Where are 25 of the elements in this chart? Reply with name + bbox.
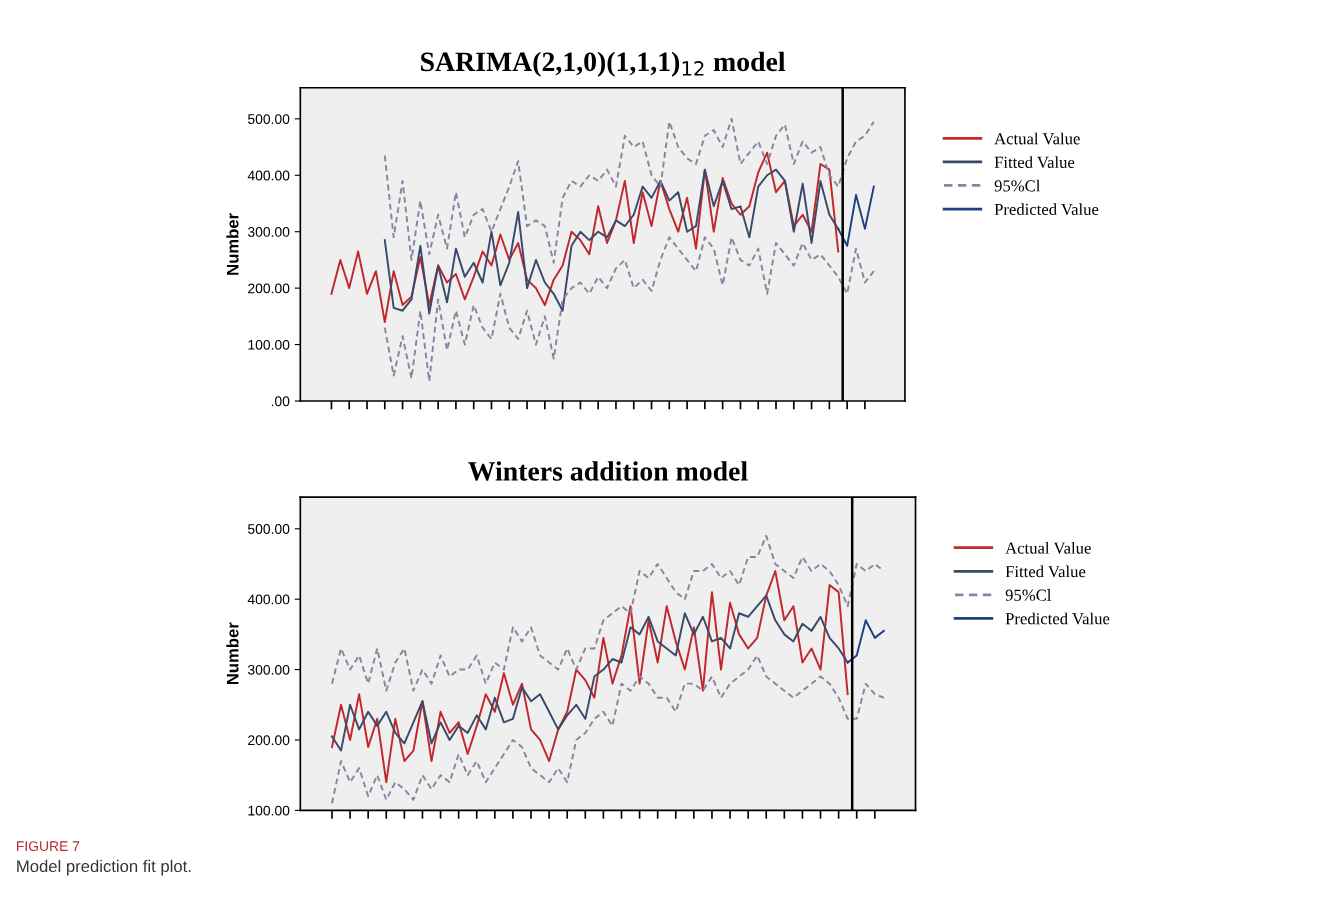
- text: Model prediction fit plot.: [17, 859, 191, 876]
- legend-label: Actual Value: [994, 132, 1080, 145]
- y-axis-title: Number: [226, 213, 239, 275]
- legend-label: Predicted Value: [1005, 612, 1110, 625]
- y-tick-label: 500.00: [247, 114, 290, 124]
- legend-label: Predicted Value: [994, 203, 1099, 216]
- y-tick-label: 200.00: [248, 283, 290, 294]
- y-tick-label: 500.00: [247, 524, 290, 534]
- chart-title: SARIMA(2,1,0)(1,1,1)$_{12}$ model: [421, 51, 786, 77]
- y-tick-label: 100.00: [248, 339, 290, 350]
- y-axis-title: Number: [226, 622, 239, 685]
- y-tick-label: 400.00: [247, 170, 290, 181]
- legend-label: 95%Cl: [1005, 589, 1052, 601]
- chart-title: Winters addition model: [468, 461, 748, 481]
- y-tick-label: 300.00: [247, 664, 290, 675]
- y-tick-label: .00: [271, 396, 290, 407]
- legend-label: Fitted Value: [1005, 565, 1086, 578]
- legend-label: Actual Value: [1005, 541, 1091, 554]
- legend-label: Fitted Value: [994, 156, 1075, 169]
- caption: FIGURE 7: [17, 841, 80, 852]
- legend-label: 95%Cl: [994, 179, 1041, 192]
- y-tick-label: 300.00: [247, 227, 290, 237]
- y-tick-label: 200.00: [248, 735, 290, 746]
- y-tick-label: 400.00: [247, 594, 290, 605]
- y-tick-label: 100.00: [248, 805, 290, 816]
